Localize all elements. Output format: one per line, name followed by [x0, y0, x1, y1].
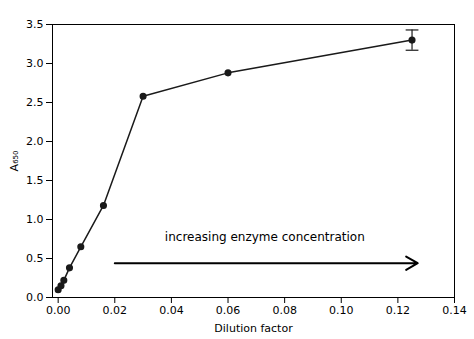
svg-text:0.0: 0.0 [26, 291, 44, 304]
svg-text:A₆₅₀: A₆₅₀ [8, 150, 21, 171]
svg-text:0.12: 0.12 [386, 304, 411, 317]
svg-text:2.0: 2.0 [26, 135, 44, 148]
svg-text:0.08: 0.08 [272, 304, 297, 317]
svg-text:0.10: 0.10 [329, 304, 354, 317]
svg-text:0.04: 0.04 [159, 304, 184, 317]
svg-text:1.0: 1.0 [26, 213, 44, 226]
svg-text:increasing enzyme concentratio: increasing enzyme concentration [165, 230, 365, 244]
svg-text:3.0: 3.0 [26, 57, 44, 70]
svg-text:0.06: 0.06 [216, 304, 241, 317]
svg-text:Dilution factor: Dilution factor [214, 322, 293, 335]
svg-text:0.00: 0.00 [46, 304, 71, 317]
svg-text:3.5: 3.5 [26, 18, 44, 31]
svg-text:0.02: 0.02 [103, 304, 128, 317]
svg-text:0.14: 0.14 [442, 304, 467, 317]
svg-text:2.5: 2.5 [26, 96, 44, 109]
svg-text:1.5: 1.5 [26, 174, 44, 187]
svg-text:0.5: 0.5 [26, 252, 44, 265]
